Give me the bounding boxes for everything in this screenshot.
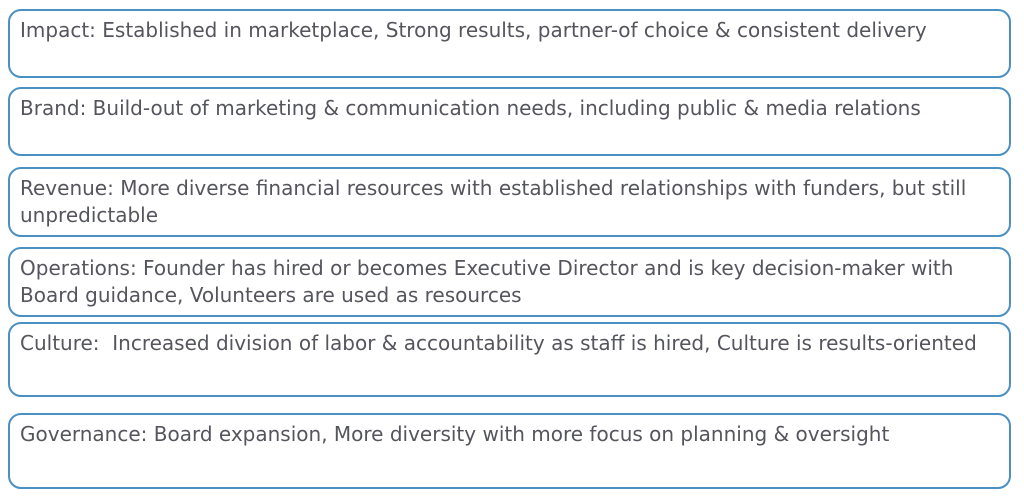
stage-box-governance: Governance: Board expansion, More divers… <box>8 413 1011 489</box>
stage-box-brand-text: Brand: Build-out of marketing & communic… <box>20 96 921 120</box>
stage-box-governance-text: Governance: Board expansion, More divers… <box>20 422 890 446</box>
stage-box-revenue: Revenue: More diverse financial resource… <box>8 167 1011 237</box>
stage-box-impact-text: Impact: Established in marketplace, Stro… <box>20 18 927 42</box>
stage-box-operations-text: Operations: Founder has hired or becomes… <box>20 256 960 307</box>
stage-box-operations: Operations: Founder has hired or becomes… <box>8 247 1011 317</box>
stage-box-culture: Culture: Increased division of labor & a… <box>8 322 1011 397</box>
stage-box-brand: Brand: Build-out of marketing & communic… <box>8 87 1011 156</box>
stage-box-culture-text: Culture: Increased division of labor & a… <box>20 331 977 355</box>
stage-box-revenue-text: Revenue: More diverse financial resource… <box>20 176 973 227</box>
stage-box-impact: Impact: Established in marketplace, Stro… <box>8 9 1011 78</box>
